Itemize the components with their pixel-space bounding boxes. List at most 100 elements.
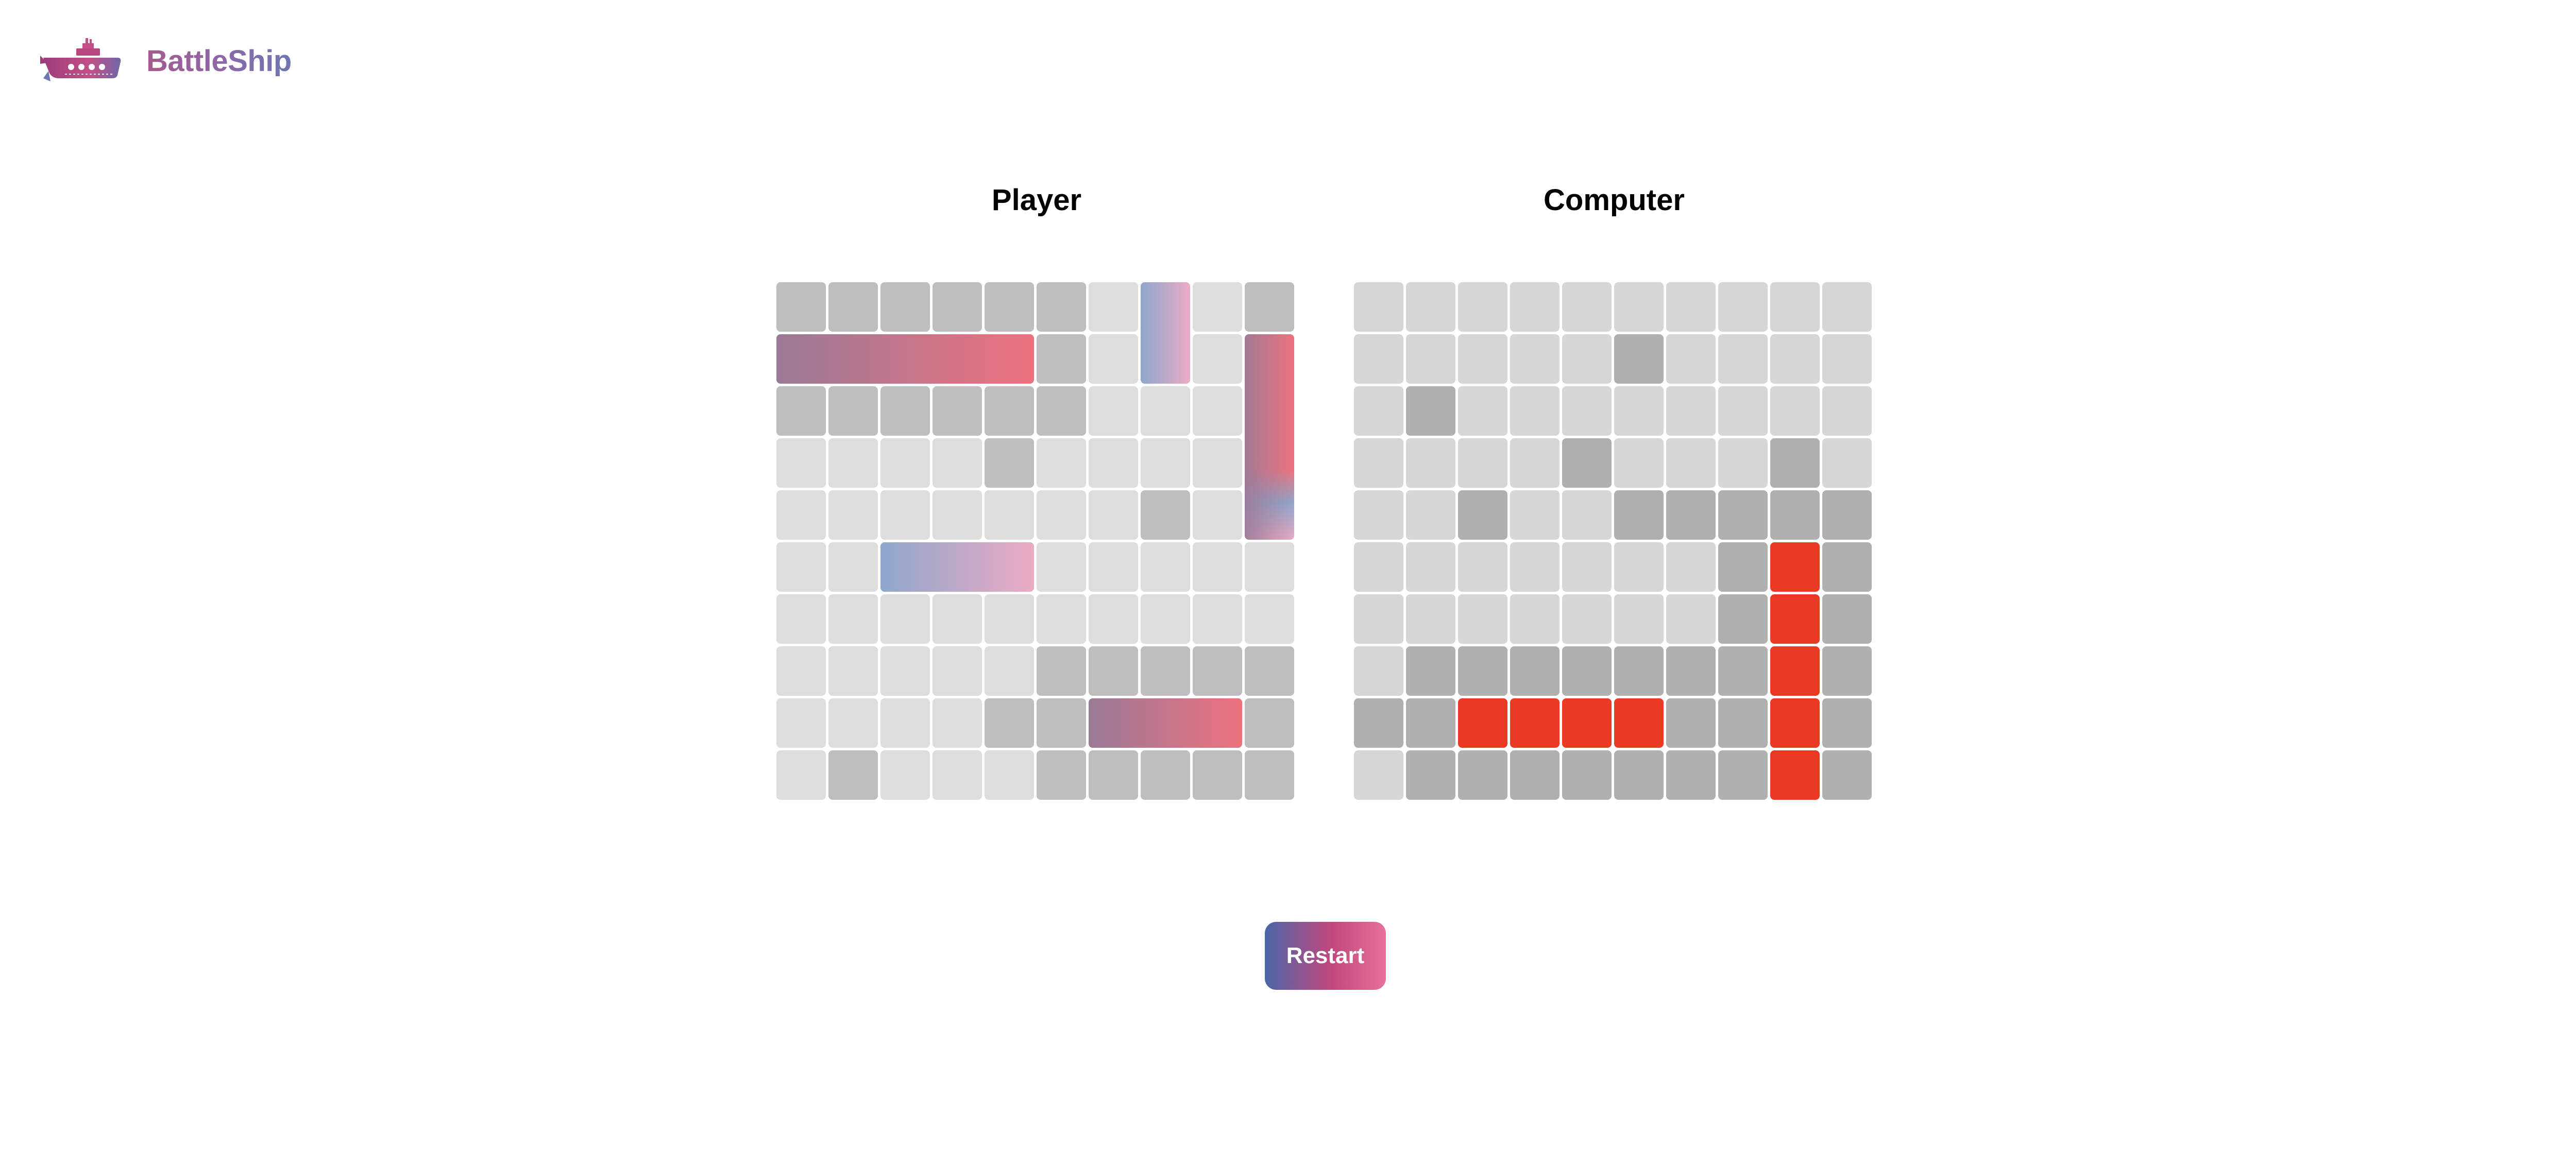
- computer-cell-empty[interactable]: [1406, 490, 1455, 540]
- computer-cell-empty[interactable]: [1458, 282, 1507, 332]
- player-cell-miss[interactable]: [985, 334, 1034, 384]
- player-cell-empty[interactable]: [776, 490, 826, 540]
- computer-cell-empty[interactable]: [1614, 386, 1664, 436]
- player-cell-empty[interactable]: [933, 542, 982, 592]
- player-cell-miss[interactable]: [933, 334, 982, 384]
- computer-cell-empty[interactable]: [1770, 282, 1820, 332]
- computer-cell-miss[interactable]: [1458, 750, 1507, 800]
- computer-cell-empty[interactable]: [1354, 334, 1403, 384]
- player-cell-miss[interactable]: [776, 334, 826, 384]
- player-cell-empty[interactable]: [776, 698, 826, 748]
- player-cell-miss[interactable]: [776, 282, 826, 332]
- computer-cell-empty[interactable]: [1666, 282, 1716, 332]
- computer-cell-empty[interactable]: [1562, 282, 1612, 332]
- player-cell-miss[interactable]: [828, 282, 878, 332]
- computer-cell-empty[interactable]: [1562, 542, 1612, 592]
- computer-cell-miss[interactable]: [1562, 646, 1612, 696]
- computer-cell-miss[interactable]: [1822, 750, 1872, 800]
- player-cell-miss[interactable]: [1245, 438, 1294, 488]
- computer-cell-miss[interactable]: [1354, 698, 1403, 748]
- player-cell-miss[interactable]: [1089, 698, 1138, 748]
- computer-cell-miss[interactable]: [1510, 646, 1560, 696]
- player-cell-empty[interactable]: [828, 646, 878, 696]
- player-cell-miss[interactable]: [1141, 646, 1190, 696]
- player-cell-empty[interactable]: [1193, 542, 1242, 592]
- computer-cell-hit[interactable]: [1770, 646, 1820, 696]
- player-cell-miss[interactable]: [985, 438, 1034, 488]
- player-cell-empty[interactable]: [880, 750, 930, 800]
- player-cell-empty[interactable]: [1193, 386, 1242, 436]
- computer-cell-empty[interactable]: [1406, 594, 1455, 644]
- player-cell-empty[interactable]: [828, 438, 878, 488]
- computer-cell-miss[interactable]: [1562, 438, 1612, 488]
- computer-cell-empty[interactable]: [1354, 542, 1403, 592]
- computer-cell-empty[interactable]: [1510, 542, 1560, 592]
- computer-cell-empty[interactable]: [1458, 438, 1507, 488]
- player-cell-empty[interactable]: [1141, 386, 1190, 436]
- player-cell-empty[interactable]: [880, 698, 930, 748]
- player-cell-miss[interactable]: [933, 386, 982, 436]
- player-cell-empty[interactable]: [776, 542, 826, 592]
- computer-cell-empty[interactable]: [1770, 334, 1820, 384]
- computer-cell-empty[interactable]: [1718, 386, 1768, 436]
- computer-cell-empty[interactable]: [1458, 594, 1507, 644]
- computer-cell-empty[interactable]: [1822, 282, 1872, 332]
- player-cell-empty[interactable]: [985, 750, 1034, 800]
- player-cell-miss[interactable]: [1037, 646, 1086, 696]
- player-cell-empty[interactable]: [1193, 282, 1242, 332]
- computer-cell-miss[interactable]: [1666, 698, 1716, 748]
- player-cell-empty[interactable]: [1089, 542, 1138, 592]
- player-cell-empty[interactable]: [776, 594, 826, 644]
- computer-cell-miss[interactable]: [1406, 750, 1455, 800]
- computer-cell-empty[interactable]: [1614, 594, 1664, 644]
- computer-cell-miss[interactable]: [1458, 646, 1507, 696]
- computer-cell-empty[interactable]: [1562, 594, 1612, 644]
- player-cell-empty[interactable]: [828, 490, 878, 540]
- player-cell-empty[interactable]: [880, 542, 930, 592]
- player-cell-miss[interactable]: [1245, 490, 1294, 540]
- player-cell-miss[interactable]: [1245, 646, 1294, 696]
- player-cell-miss[interactable]: [1245, 282, 1294, 332]
- computer-cell-hit[interactable]: [1770, 750, 1820, 800]
- computer-cell-miss[interactable]: [1666, 490, 1716, 540]
- player-cell-empty[interactable]: [1193, 438, 1242, 488]
- computer-cell-empty[interactable]: [1354, 386, 1403, 436]
- computer-cell-empty[interactable]: [1510, 594, 1560, 644]
- player-cell-empty[interactable]: [1141, 334, 1190, 384]
- computer-cell-empty[interactable]: [1718, 334, 1768, 384]
- player-cell-empty[interactable]: [776, 646, 826, 696]
- computer-cell-miss[interactable]: [1770, 438, 1820, 488]
- player-cell-empty[interactable]: [880, 438, 930, 488]
- computer-cell-miss[interactable]: [1406, 646, 1455, 696]
- player-cell-empty[interactable]: [880, 646, 930, 696]
- computer-cell-miss[interactable]: [1718, 542, 1768, 592]
- computer-cell-hit[interactable]: [1458, 698, 1507, 748]
- computer-cell-empty[interactable]: [1666, 334, 1716, 384]
- player-cell-empty[interactable]: [1245, 594, 1294, 644]
- player-cell-miss[interactable]: [1193, 646, 1242, 696]
- player-cell-empty[interactable]: [1089, 334, 1138, 384]
- computer-cell-empty[interactable]: [1666, 438, 1716, 488]
- player-cell-miss[interactable]: [933, 282, 982, 332]
- computer-cell-empty[interactable]: [1406, 282, 1455, 332]
- computer-cell-empty[interactable]: [1354, 594, 1403, 644]
- computer-cell-hit[interactable]: [1510, 698, 1560, 748]
- brand-title[interactable]: BattleShip: [146, 44, 292, 78]
- computer-cell-empty[interactable]: [1562, 386, 1612, 436]
- player-cell-empty[interactable]: [933, 594, 982, 644]
- computer-cell-empty[interactable]: [1406, 542, 1455, 592]
- computer-cell-hit[interactable]: [1614, 698, 1664, 748]
- computer-cell-miss[interactable]: [1822, 542, 1872, 592]
- computer-cell-empty[interactable]: [1510, 282, 1560, 332]
- computer-cell-miss[interactable]: [1718, 698, 1768, 748]
- player-cell-miss[interactable]: [880, 282, 930, 332]
- computer-cell-empty[interactable]: [1510, 438, 1560, 488]
- player-cell-empty[interactable]: [828, 542, 878, 592]
- computer-cell-miss[interactable]: [1510, 750, 1560, 800]
- player-cell-miss[interactable]: [776, 386, 826, 436]
- player-cell-miss[interactable]: [985, 282, 1034, 332]
- player-cell-miss[interactable]: [1245, 698, 1294, 748]
- player-cell-miss[interactable]: [1245, 386, 1294, 436]
- computer-cell-empty[interactable]: [1510, 334, 1560, 384]
- computer-cell-empty[interactable]: [1822, 386, 1872, 436]
